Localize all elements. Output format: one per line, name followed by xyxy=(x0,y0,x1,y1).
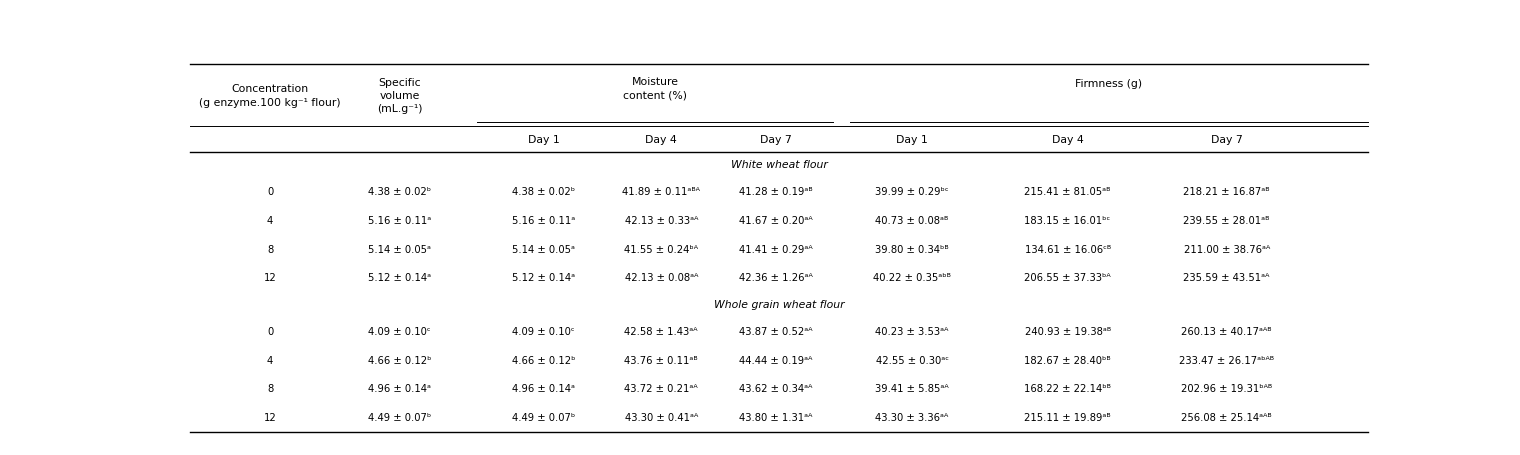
Text: 5.14 ± 0.05ᵃ: 5.14 ± 0.05ᵃ xyxy=(512,244,575,254)
Text: Moisture
content (%): Moisture content (%) xyxy=(623,77,687,100)
Text: 0: 0 xyxy=(268,187,274,197)
Text: 5.12 ± 0.14ᵃ: 5.12 ± 0.14ᵃ xyxy=(368,273,432,283)
Text: 39.80 ± 0.34ᵇᴮ: 39.80 ± 0.34ᵇᴮ xyxy=(876,244,948,254)
Text: 4.38 ± 0.02ᵇ: 4.38 ± 0.02ᵇ xyxy=(368,187,432,197)
Text: Concentration
(g enzyme.100 kg⁻¹ flour): Concentration (g enzyme.100 kg⁻¹ flour) xyxy=(199,84,340,107)
Text: 40.23 ± 3.53ᵃᴬ: 40.23 ± 3.53ᵃᴬ xyxy=(876,326,948,336)
Text: 4.09 ± 0.10ᶜ: 4.09 ± 0.10ᶜ xyxy=(368,326,432,336)
Text: 44.44 ± 0.19ᵃᴬ: 44.44 ± 0.19ᵃᴬ xyxy=(739,355,812,365)
Text: 168.22 ± 22.14ᵇᴮ: 168.22 ± 22.14ᵇᴮ xyxy=(1024,384,1111,394)
Text: 12: 12 xyxy=(264,273,277,283)
Text: 4: 4 xyxy=(268,215,274,225)
Text: 41.89 ± 0.11ᵃᴮᴬ: 41.89 ± 0.11ᵃᴮᴬ xyxy=(622,187,701,197)
Text: 43.30 ± 0.41ᵃᴬ: 43.30 ± 0.41ᵃᴬ xyxy=(625,412,698,422)
Text: 260.13 ± 40.17ᵃᴬᴮ: 260.13 ± 40.17ᵃᴬᴮ xyxy=(1181,326,1272,336)
Text: 4.66 ± 0.12ᵇ: 4.66 ± 0.12ᵇ xyxy=(368,355,432,365)
Text: 134.61 ± 16.06ᶜᴮ: 134.61 ± 16.06ᶜᴮ xyxy=(1024,244,1111,254)
Text: 182.67 ± 28.40ᵇᴮ: 182.67 ± 28.40ᵇᴮ xyxy=(1024,355,1111,365)
Text: Day 4: Day 4 xyxy=(646,135,676,145)
Text: 41.28 ± 0.19ᵃᴮ: 41.28 ± 0.19ᵃᴮ xyxy=(739,187,812,197)
Text: Firmness (g): Firmness (g) xyxy=(1075,79,1143,88)
Text: 256.08 ± 25.14ᵃᴬᴮ: 256.08 ± 25.14ᵃᴬᴮ xyxy=(1181,412,1272,422)
Text: 43.76 ± 0.11ᵃᴮ: 43.76 ± 0.11ᵃᴮ xyxy=(625,355,698,365)
Text: 4.09 ± 0.10ᶜ: 4.09 ± 0.10ᶜ xyxy=(512,326,575,336)
Text: 8: 8 xyxy=(268,384,274,394)
Text: 43.80 ± 1.31ᵃᴬ: 43.80 ± 1.31ᵃᴬ xyxy=(739,412,812,422)
Text: 235.59 ± 43.51ᵃᴬ: 235.59 ± 43.51ᵃᴬ xyxy=(1184,273,1269,283)
Text: 41.55 ± 0.24ᵇᴬ: 41.55 ± 0.24ᵇᴬ xyxy=(625,244,698,254)
Text: 4.66 ± 0.12ᵇ: 4.66 ± 0.12ᵇ xyxy=(512,355,575,365)
Text: 42.13 ± 0.08ᵃᴬ: 42.13 ± 0.08ᵃᴬ xyxy=(625,273,698,283)
Text: Whole grain wheat flour: Whole grain wheat flour xyxy=(714,299,844,309)
Text: 215.41 ± 81.05ᵃᴮ: 215.41 ± 81.05ᵃᴮ xyxy=(1024,187,1111,197)
Text: Day 7: Day 7 xyxy=(1211,135,1242,145)
Text: 0: 0 xyxy=(268,326,274,336)
Text: 215.11 ± 19.89ᵃᴮ: 215.11 ± 19.89ᵃᴮ xyxy=(1024,412,1111,422)
Text: 8: 8 xyxy=(268,244,274,254)
Text: 5.16 ± 0.11ᵃ: 5.16 ± 0.11ᵃ xyxy=(368,215,432,225)
Text: 4.96 ± 0.14ᵃ: 4.96 ± 0.14ᵃ xyxy=(512,384,575,394)
Text: 42.55 ± 0.30ᵃᶜ: 42.55 ± 0.30ᵃᶜ xyxy=(876,355,948,365)
Text: 41.67 ± 0.20ᵃᴬ: 41.67 ± 0.20ᵃᴬ xyxy=(739,215,812,225)
Text: 240.93 ± 19.38ᵃᴮ: 240.93 ± 19.38ᵃᴮ xyxy=(1024,326,1111,336)
Text: 40.73 ± 0.08ᵃᴮ: 40.73 ± 0.08ᵃᴮ xyxy=(876,215,948,225)
Text: 4: 4 xyxy=(268,355,274,365)
Text: 5.14 ± 0.05ᵃ: 5.14 ± 0.05ᵃ xyxy=(368,244,432,254)
Text: 12: 12 xyxy=(264,412,277,422)
Text: 239.55 ± 28.01ᵃᴮ: 239.55 ± 28.01ᵃᴮ xyxy=(1184,215,1269,225)
Text: 41.41 ± 0.29ᵃᴬ: 41.41 ± 0.29ᵃᴬ xyxy=(739,244,812,254)
Text: 233.47 ± 26.17ᵃᵇᴬᴮ: 233.47 ± 26.17ᵃᵇᴬᴮ xyxy=(1180,355,1274,365)
Text: 218.21 ± 16.87ᵃᴮ: 218.21 ± 16.87ᵃᴮ xyxy=(1184,187,1269,197)
Text: 43.30 ± 3.36ᵃᴬ: 43.30 ± 3.36ᵃᴬ xyxy=(876,412,948,422)
Text: 39.99 ± 0.29ᵇᶜ: 39.99 ± 0.29ᵇᶜ xyxy=(876,187,948,197)
Text: 4.49 ± 0.07ᵇ: 4.49 ± 0.07ᵇ xyxy=(512,412,575,422)
Text: 183.15 ± 16.01ᵇᶜ: 183.15 ± 16.01ᵇᶜ xyxy=(1024,215,1111,225)
Text: White wheat flour: White wheat flour xyxy=(731,160,827,170)
Text: Day 1: Day 1 xyxy=(897,135,929,145)
Text: 206.55 ± 37.33ᵇᴬ: 206.55 ± 37.33ᵇᴬ xyxy=(1024,273,1111,283)
Text: 211.00 ± 38.76ᵃᴬ: 211.00 ± 38.76ᵃᴬ xyxy=(1184,244,1269,254)
Text: 5.12 ± 0.14ᵃ: 5.12 ± 0.14ᵃ xyxy=(512,273,575,283)
Text: 39.41 ± 5.85ᵃᴬ: 39.41 ± 5.85ᵃᴬ xyxy=(876,384,948,394)
Text: Day 7: Day 7 xyxy=(760,135,792,145)
Text: 4.49 ± 0.07ᵇ: 4.49 ± 0.07ᵇ xyxy=(368,412,432,422)
Text: 43.87 ± 0.52ᵃᴬ: 43.87 ± 0.52ᵃᴬ xyxy=(739,326,812,336)
Text: 42.13 ± 0.33ᵃᴬ: 42.13 ± 0.33ᵃᴬ xyxy=(625,215,698,225)
Text: 42.58 ± 1.43ᵃᴬ: 42.58 ± 1.43ᵃᴬ xyxy=(625,326,698,336)
Text: Specific
volume
(mL.g⁻¹): Specific volume (mL.g⁻¹) xyxy=(377,78,423,114)
Text: Day 1: Day 1 xyxy=(527,135,559,145)
Text: 40.22 ± 0.35ᵃᵇᴮ: 40.22 ± 0.35ᵃᵇᴮ xyxy=(872,273,952,283)
Text: 4.96 ± 0.14ᵃ: 4.96 ± 0.14ᵃ xyxy=(368,384,432,394)
Text: 43.72 ± 0.21ᵃᴬ: 43.72 ± 0.21ᵃᴬ xyxy=(625,384,698,394)
Text: 43.62 ± 0.34ᵃᴬ: 43.62 ± 0.34ᵃᴬ xyxy=(739,384,812,394)
Text: Day 4: Day 4 xyxy=(1052,135,1084,145)
Text: 5.16 ± 0.11ᵃ: 5.16 ± 0.11ᵃ xyxy=(512,215,575,225)
Text: 202.96 ± 19.31ᵇᴬᴮ: 202.96 ± 19.31ᵇᴬᴮ xyxy=(1181,384,1272,394)
Text: 4.38 ± 0.02ᵇ: 4.38 ± 0.02ᵇ xyxy=(512,187,575,197)
Text: 42.36 ± 1.26ᵃᴬ: 42.36 ± 1.26ᵃᴬ xyxy=(739,273,812,283)
